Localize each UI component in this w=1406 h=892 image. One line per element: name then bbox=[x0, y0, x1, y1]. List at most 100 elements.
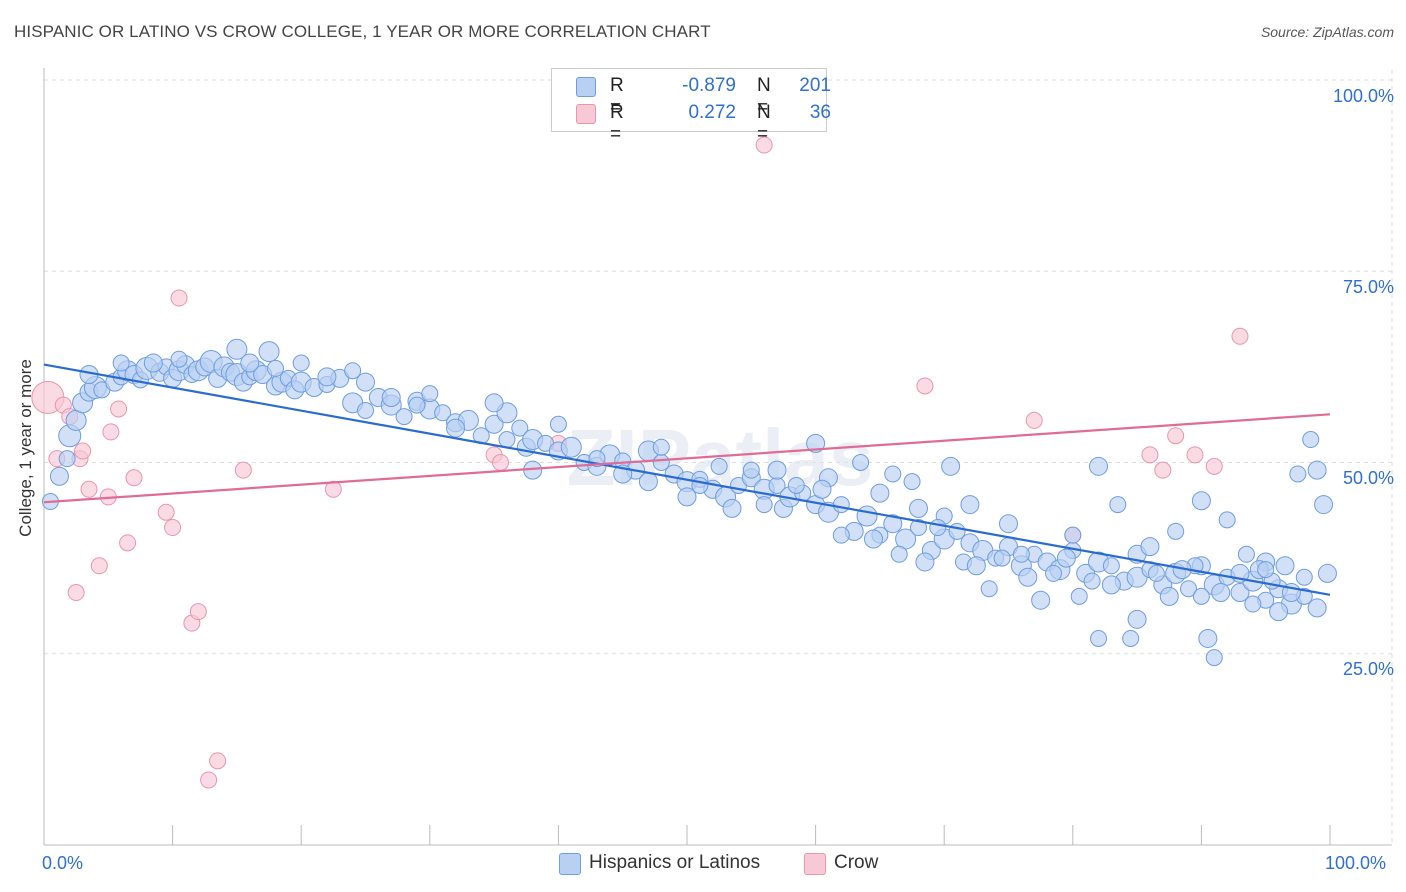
hispanic-point bbox=[1275, 556, 1295, 576]
hispanic-point bbox=[1314, 495, 1334, 515]
hispanic-point bbox=[1140, 537, 1160, 557]
source-label: Source: ZipAtlas.com bbox=[1260, 24, 1394, 40]
hispanic-point bbox=[65, 409, 87, 431]
hispanic-point bbox=[1269, 602, 1289, 622]
hispanic-point bbox=[1289, 465, 1307, 483]
crow-points bbox=[31, 136, 1249, 789]
y-tick-25: 25.0% bbox=[1342, 659, 1394, 679]
hispanic-point bbox=[1056, 548, 1076, 568]
hispanic-point bbox=[884, 465, 902, 483]
crow-trend-line bbox=[43, 413, 1331, 504]
crow-point bbox=[324, 480, 342, 498]
hispanic-point bbox=[1307, 598, 1327, 618]
hispanic-point bbox=[852, 454, 870, 471]
hispanic-point bbox=[1127, 609, 1147, 629]
crow-point bbox=[67, 584, 85, 602]
hispanic-point bbox=[1302, 431, 1320, 449]
crow-point bbox=[90, 557, 108, 575]
hispanic-point bbox=[1064, 526, 1082, 544]
hispanic-point bbox=[112, 354, 130, 372]
hispanic-point bbox=[58, 450, 76, 468]
hispanic-point bbox=[722, 498, 742, 518]
hispanic-point bbox=[560, 436, 582, 458]
hispanic-point bbox=[1018, 567, 1038, 587]
crow-point bbox=[157, 503, 175, 521]
crow-point bbox=[170, 289, 188, 307]
hispanic-point bbox=[266, 359, 284, 377]
crow-point bbox=[102, 423, 120, 441]
legend-label-crow: Crow bbox=[834, 852, 879, 873]
hispanic-point bbox=[966, 556, 986, 576]
hispanic-point bbox=[49, 466, 69, 486]
crow-point bbox=[1205, 457, 1223, 475]
hispanic-point bbox=[356, 372, 375, 392]
hispanic-point bbox=[903, 473, 921, 491]
y-tick-100: 100.0% bbox=[1332, 86, 1394, 106]
y-tick-50: 50.0% bbox=[1342, 468, 1394, 488]
hispanic-point bbox=[1192, 587, 1210, 605]
hispanic-point bbox=[929, 519, 947, 537]
hispanic-point bbox=[742, 461, 760, 479]
hispanic-point bbox=[1012, 545, 1030, 563]
hispanic-point bbox=[787, 476, 805, 494]
legend-n-label: N = bbox=[757, 75, 771, 118]
hispanic-point bbox=[292, 354, 310, 372]
hispanic-point bbox=[1147, 564, 1165, 582]
hispanic-point bbox=[832, 526, 850, 544]
hispanic-point bbox=[1307, 460, 1327, 480]
x-tick-0: 0.0% bbox=[42, 853, 84, 873]
hispanic-point bbox=[1089, 456, 1109, 476]
hispanic-point bbox=[710, 457, 728, 475]
hispanic-point bbox=[446, 418, 466, 438]
hispanic-point bbox=[1031, 590, 1051, 610]
legend-swatch-blue bbox=[576, 77, 596, 97]
crow-point bbox=[1231, 327, 1249, 345]
y-tick-75: 75.0% bbox=[1342, 277, 1394, 297]
hispanic-point bbox=[421, 385, 439, 403]
trend-lines bbox=[43, 363, 1331, 596]
hispanic-point bbox=[258, 341, 280, 363]
crow-point bbox=[74, 442, 92, 460]
legend-r-value: -0.879 bbox=[682, 75, 736, 96]
hispanic-points bbox=[41, 338, 1337, 667]
hispanic-point bbox=[960, 495, 980, 515]
hispanic-point bbox=[1167, 522, 1185, 540]
hispanic-point bbox=[1191, 491, 1211, 511]
hispanic-point bbox=[993, 549, 1011, 567]
hispanic-point bbox=[344, 362, 362, 380]
crow-point bbox=[755, 136, 773, 154]
hispanic-point bbox=[170, 350, 188, 368]
crow-point bbox=[110, 400, 128, 418]
legend-r-label: R = bbox=[610, 102, 624, 145]
hispanic-point bbox=[1237, 545, 1255, 563]
crow-point bbox=[119, 534, 137, 552]
hispanic-point bbox=[870, 483, 890, 503]
hispanic-point bbox=[1159, 586, 1179, 606]
hispanic-point bbox=[806, 433, 826, 453]
hispanic-trend-line bbox=[43, 363, 1331, 596]
hispanic-point bbox=[240, 353, 260, 373]
hispanic-point bbox=[883, 514, 903, 534]
hispanic-point bbox=[1102, 557, 1120, 575]
hispanic-point bbox=[767, 460, 787, 480]
crow-point bbox=[1186, 446, 1204, 464]
axes bbox=[43, 68, 1392, 846]
hispanic-point bbox=[1257, 561, 1275, 579]
stats-legend: R = -0.879 N = 201 R = 0.272 N = 36 bbox=[551, 68, 831, 145]
hispanic-point bbox=[863, 529, 883, 549]
hispanic-point bbox=[511, 419, 529, 437]
hispanic-point bbox=[357, 401, 374, 419]
hispanic-point bbox=[549, 415, 567, 433]
legend-swatch-pink bbox=[804, 853, 826, 875]
hispanic-point bbox=[226, 338, 248, 360]
hispanic-point bbox=[755, 496, 773, 514]
crow-point bbox=[80, 480, 98, 498]
crow-point bbox=[1167, 427, 1185, 445]
legend-swatch-pink bbox=[576, 104, 596, 124]
crow-point bbox=[234, 461, 252, 479]
hispanic-point bbox=[484, 393, 504, 413]
hispanic-point bbox=[381, 387, 401, 407]
hispanic-point bbox=[1109, 496, 1127, 514]
hispanic-point bbox=[1218, 511, 1236, 529]
